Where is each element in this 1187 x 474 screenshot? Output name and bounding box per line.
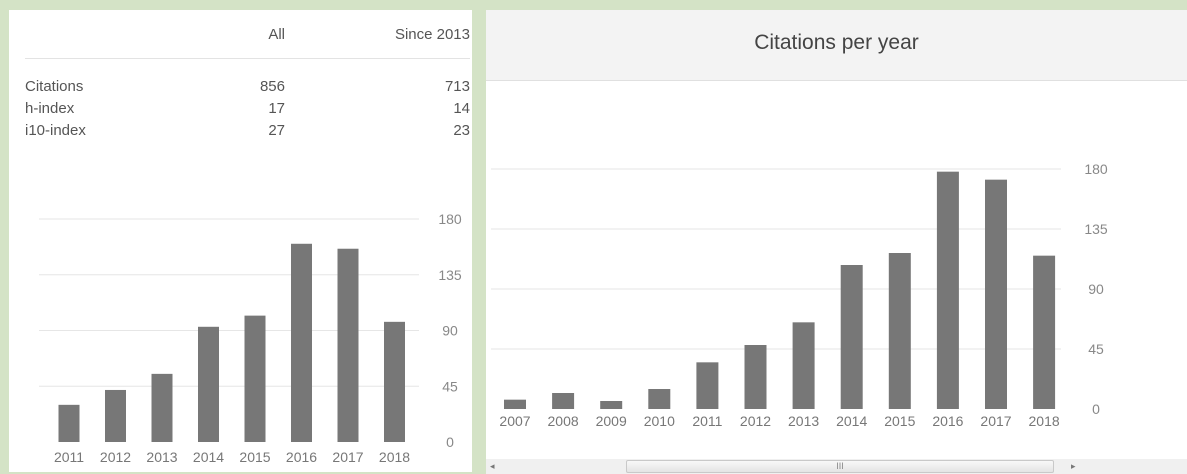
x-tick-label: 2015 [884,413,915,429]
stats-row-label[interactable]: h-index [25,99,75,117]
stats-row-all-value: 856 [259,77,285,95]
stats-header-all[interactable]: All [155,10,285,59]
scroll-left-arrow-icon[interactable]: ◂ [490,461,495,471]
x-tick-label: 2007 [499,413,530,429]
citations-per-year-chart: 0 45 90 135 180 2007 2008 2009 2010 2011 2012 2013 2… [491,161,1108,429]
bar-2012[interactable] [744,345,767,409]
x-tick-label: 2017 [980,413,1011,429]
x-tick-label: 2014 [193,449,224,465]
bar-2013[interactable] [792,322,815,409]
x-tick-label: 2009 [596,413,627,429]
bar-2007[interactable] [504,399,526,409]
stats-row-citations: Citations 856 713 [25,59,470,98]
bar-2011[interactable] [696,362,719,409]
y-tick-label: 90 [1088,281,1104,297]
chart-header: Citations per year [486,10,1187,81]
y-tick-label: 180 [438,211,462,227]
citation-stats-table: All Since 2013 Citations 856 713 h-index… [25,10,470,141]
bar-2012[interactable] [105,389,126,442]
x-tick-label: 2011 [692,413,722,429]
y-tick-label: 135 [1084,221,1108,237]
x-tick-label: 2011 [54,449,84,465]
stats-row-since-value: 14 [453,99,470,117]
x-tick-label: 2018 [1029,413,1060,429]
stats-header-since[interactable]: Since 2013 [285,10,470,59]
bar-2017[interactable] [985,179,1007,409]
x-tick-label: 2015 [239,449,270,465]
bar-2014[interactable] [840,265,863,409]
citations-per-year-panel: Citations per year 0 45 90 135 180 2007 2008 20… [486,10,1187,474]
bar-2013[interactable] [151,373,173,442]
x-tick-label: 2008 [548,413,579,429]
x-tick-label: 2016 [286,449,317,465]
stats-row-label[interactable]: i10-index [25,121,86,139]
x-tick-label: 2013 [146,449,177,465]
x-tick-label: 2016 [932,413,963,429]
bar-2008[interactable] [552,393,575,409]
citations-mini-chart: 0 45 90 135 180 2011 2012 2013 2014 2015 2016 2017 2… [39,211,462,465]
bar-2011[interactable] [58,404,80,442]
x-tick-label: 2014 [836,413,867,429]
y-tick-label: 0 [446,434,454,450]
chart-title: Citations per year [754,31,919,54]
stats-header-row: All Since 2013 [25,10,470,59]
bar-2015[interactable] [888,253,911,409]
bar-2016[interactable] [291,243,312,442]
x-tick-label: 2012 [740,413,771,429]
stats-row-i10-index: i10-index 27 23 [25,119,470,141]
x-tick-label: 2018 [379,449,410,465]
stats-header-blank [25,10,155,59]
citation-summary-panel: All Since 2013 Citations 856 713 h-index… [9,10,472,472]
x-tick-label: 2010 [644,413,675,429]
y-tick-label: 135 [438,267,462,283]
bar-2017[interactable] [337,248,359,442]
stats-row-since-value: 23 [453,121,470,139]
bar-2009[interactable] [600,401,623,409]
scroll-right-arrow-icon[interactable]: ▸ [1071,461,1076,471]
x-tick-label: 2013 [788,413,819,429]
bar-2014[interactable] [198,326,219,442]
bar-2015[interactable] [244,315,266,442]
y-tick-label: 0 [1092,401,1100,417]
bar-2016[interactable] [936,171,959,409]
stats-row-all-value: 27 [268,121,285,139]
x-tick-label: 2012 [100,449,131,465]
stats-row-label[interactable]: Citations [25,77,84,95]
stats-row-h-index: h-index 17 14 [25,97,470,119]
stats-row-since-value: 713 [444,77,470,95]
bar-2018[interactable] [384,321,405,442]
y-tick-label: 45 [1088,341,1104,357]
stats-row-all-value: 17 [268,99,285,117]
scrollbar-thumb[interactable]: III [626,460,1054,473]
y-tick-label: 90 [442,323,458,339]
x-tick-label: 2017 [332,449,363,465]
y-tick-label: 45 [442,378,458,394]
y-tick-label: 180 [1084,161,1108,177]
scrollbar-grip-icon: III [836,461,844,471]
bar-2018[interactable] [1033,255,1056,409]
bar-2010[interactable] [648,389,671,409]
horizontal-scrollbar[interactable]: ◂ III ▸ [486,459,1187,474]
